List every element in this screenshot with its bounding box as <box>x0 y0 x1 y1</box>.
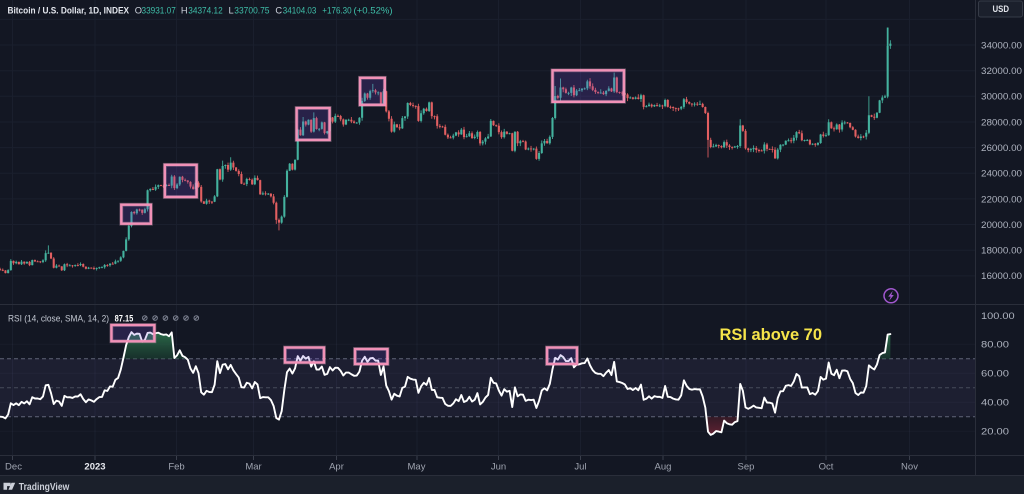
svg-text:33700.75: 33700.75 <box>234 5 269 15</box>
svg-text:C: C <box>275 5 282 15</box>
svg-text:Apr: Apr <box>329 461 344 472</box>
svg-text:L: L <box>229 5 234 15</box>
svg-text:87.15: 87.15 <box>115 313 134 324</box>
svg-text:32000.00: 32000.00 <box>981 66 1022 77</box>
svg-text:Oct: Oct <box>819 461 834 472</box>
svg-text:20000.00: 20000.00 <box>981 220 1022 231</box>
svg-text:2023: 2023 <box>84 461 105 472</box>
svg-text:USD: USD <box>993 4 1010 14</box>
svg-text:+176.30: +176.30 <box>322 5 351 15</box>
svg-text:RSI above 70: RSI above 70 <box>720 325 823 344</box>
svg-text:TradingView: TradingView <box>19 482 70 493</box>
svg-text:80.00: 80.00 <box>981 340 1009 351</box>
svg-text:34000.00: 34000.00 <box>981 40 1022 51</box>
svg-text:33931.07: 33931.07 <box>142 5 176 15</box>
svg-text:Feb: Feb <box>168 461 184 472</box>
svg-text:40.00: 40.00 <box>981 398 1009 409</box>
svg-text:30000.00: 30000.00 <box>981 92 1022 103</box>
svg-text:22000.00: 22000.00 <box>981 194 1022 205</box>
svg-text:H: H <box>181 5 188 15</box>
svg-text:Nov: Nov <box>901 461 918 472</box>
svg-text:Jun: Jun <box>491 461 506 472</box>
svg-text:28000.00: 28000.00 <box>981 117 1022 128</box>
svg-text:Jul: Jul <box>574 461 586 472</box>
svg-text:34374.12: 34374.12 <box>188 5 222 15</box>
svg-text:26000.00: 26000.00 <box>981 143 1022 154</box>
svg-text:24000.00: 24000.00 <box>981 169 1022 180</box>
svg-text:RSI (14, close, SMA, 14, 2): RSI (14, close, SMA, 14, 2) <box>8 313 109 323</box>
svg-text:Mar: Mar <box>245 461 261 472</box>
svg-text:Bitcoin / U.S. Dollar, 1D, IND: Bitcoin / U.S. Dollar, 1D, INDEX <box>8 5 130 15</box>
svg-text:(+0.52%): (+0.52%) <box>354 5 393 15</box>
svg-text:O: O <box>135 5 142 15</box>
svg-text:Dec: Dec <box>5 461 22 472</box>
svg-text:Aug: Aug <box>655 461 672 472</box>
svg-text:34104.03: 34104.03 <box>283 5 317 15</box>
svg-text:20.00: 20.00 <box>981 427 1009 438</box>
svg-text:16000.00: 16000.00 <box>981 271 1022 282</box>
svg-text:Sep: Sep <box>738 461 755 472</box>
svg-text:100.00: 100.00 <box>981 311 1015 322</box>
svg-text:18000.00: 18000.00 <box>981 246 1022 257</box>
svg-text:60.00: 60.00 <box>981 369 1009 380</box>
svg-text:May: May <box>408 461 426 472</box>
